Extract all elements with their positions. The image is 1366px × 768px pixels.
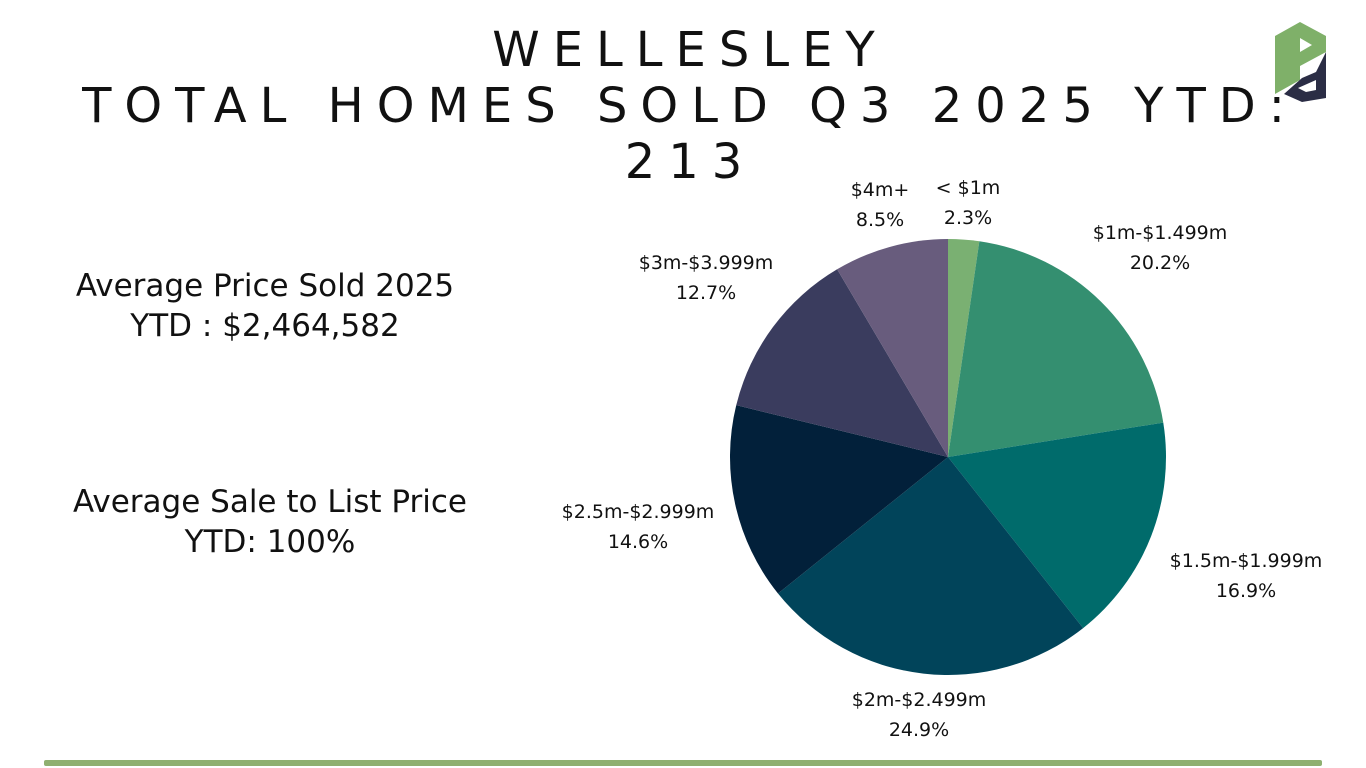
slice-value-label: 14.6% [608,531,668,553]
average-price-line-1: Average Price Sold 2025 [75,268,455,304]
title-line-2: TOTAL HOMES SOLD Q3 2025 YTD: [82,78,1298,134]
logo-navy-notch [1298,80,1316,92]
sale-to-list-stat: Average Sale to List Price YTD: 100% [40,482,500,562]
pd-logo-icon [1275,22,1326,102]
average-price-stat: Average Price Sold 2025 YTD : $2,464,582 [40,266,490,346]
slice-category-label: $2m-$2.499m [852,689,987,711]
slice-category-label: $2.5m-$2.999m [562,501,715,523]
pie-slice [837,239,948,457]
slice-label: $1.5m-$1.999m 16.9% [1170,550,1323,602]
slice-value-label: 12.7% [676,282,736,304]
page-title: WELLESLEY TOTAL HOMES SOLD Q3 2025 YTD: … [60,22,1320,190]
sale-to-list-line-2: YTD: 100% [184,524,356,560]
title-line-1: WELLESLEY [492,22,888,78]
title-line-3: 213 [624,134,756,190]
slice-value-label: 2.3% [944,207,992,229]
slice-label: $1m-$1.499m 20.2% [1093,222,1228,274]
pie-slice [729,405,948,594]
pie-slice [948,422,1167,629]
slice-label: $2m-$2.499m 24.9% [852,689,987,741]
slice-category-label: $1.5m-$1.999m [1170,550,1323,572]
pie-slice [948,239,980,457]
pie-slice [777,457,1084,676]
average-price-line-2: YTD : $2,464,582 [130,308,400,344]
slice-value-label: 20.2% [1130,252,1190,274]
slice-value-label: 8.5% [856,209,904,231]
pie-slice [948,241,1164,457]
sale-to-list-line-1: Average Sale to List Price [72,484,467,520]
slice-category-label: $1m-$1.499m [1093,222,1228,244]
pie-slice [736,269,948,457]
logo-white-notch [1300,38,1312,52]
slice-value-label: 16.9% [1216,580,1276,602]
bottom-divider [44,760,1322,766]
slice-label: $4m+ 8.5% [851,179,910,231]
slice-category-label: $4m+ [851,179,910,201]
slice-label: $3m-$3.999m 12.7% [639,252,774,304]
slice-label: < $1m 2.3% [936,177,1001,229]
slice-category-label: < $1m [936,177,1001,199]
slice-category-label: $3m-$3.999m [639,252,774,274]
slice-value-label: 24.9% [889,719,949,741]
logo-green-shape [1275,22,1326,94]
slice-label: $2.5m-$2.999m 14.6% [562,501,715,553]
